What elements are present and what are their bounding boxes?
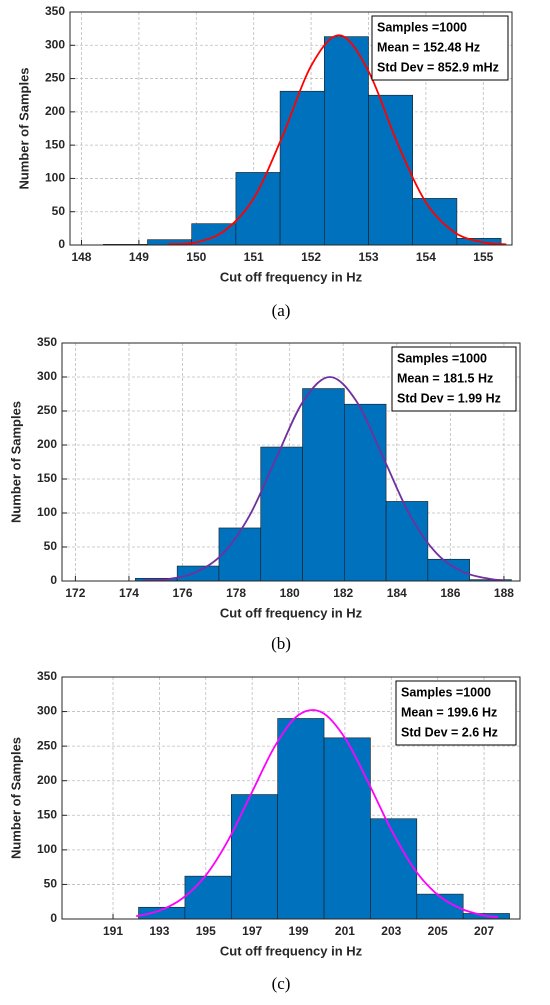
x-tick-label: 197 [242, 924, 262, 938]
y-tick-label: 150 [37, 807, 57, 821]
x-tick-label: 153 [358, 250, 378, 264]
y-tick-label: 200 [45, 104, 65, 118]
x-tick-label: 151 [244, 250, 264, 264]
y-tick-label: 250 [37, 738, 57, 752]
caption: (a) [272, 301, 291, 320]
bar [184, 875, 232, 920]
plot-frame [61, 676, 521, 920]
bar [343, 403, 387, 582]
y-tick-label: 300 [37, 704, 57, 718]
y-tick-label: 100 [37, 505, 57, 519]
annotation-box [371, 15, 509, 81]
y-tick-label: 200 [37, 773, 57, 787]
y-tick-label: 0 [50, 573, 57, 587]
bar [385, 501, 429, 582]
y-tick-label: 200 [37, 437, 57, 451]
annotation-box [395, 680, 517, 746]
bar [412, 198, 458, 246]
annotation: Mean = 152.48 Hz [377, 40, 480, 54]
x-tick-label: 178 [226, 586, 246, 600]
caption: (c) [272, 974, 291, 993]
x-axis-label: Cut off frequency in Hz [220, 605, 363, 620]
y-tick-label: 50 [52, 204, 66, 218]
y-tick-label: 100 [45, 171, 65, 185]
annotation: Std Dev = 2.6 Hz [401, 725, 498, 739]
plot-frame [61, 342, 521, 582]
annotation: Samples =1000 [401, 685, 491, 699]
x-tick-label: 203 [381, 924, 401, 938]
x-axis-label: Cut off frequency in Hz [220, 943, 363, 958]
y-tick-label: 100 [37, 842, 57, 856]
x-axis-label: Cut off frequency in Hz [220, 269, 363, 284]
fit-curve [167, 34, 507, 246]
annotation: Mean = 199.6 Hz [401, 705, 497, 719]
x-tick-label: 205 [428, 924, 448, 938]
bar [235, 172, 281, 246]
bar [323, 36, 369, 246]
x-tick-label: 195 [196, 924, 216, 938]
bar [277, 718, 325, 920]
annotation-box [391, 346, 517, 412]
x-tick-label: 154 [416, 250, 436, 264]
y-tick-label: 250 [37, 403, 57, 417]
bar [176, 565, 220, 582]
annotation: Mean = 181.5 Hz [397, 371, 493, 385]
y-axis-label: Number of Samples [8, 737, 23, 859]
x-tick-label: 184 [387, 586, 407, 600]
y-tick-label: 350 [37, 669, 57, 683]
x-tick-label: 180 [280, 586, 300, 600]
plot-frame [69, 11, 513, 246]
bar [368, 94, 413, 246]
x-tick-label: 186 [440, 586, 460, 600]
bar [427, 558, 470, 582]
annotation: Samples =1000 [377, 20, 467, 34]
y-tick-label: 50 [44, 539, 58, 553]
y-tick-label: 300 [45, 37, 65, 51]
y-tick-label: 350 [45, 4, 65, 18]
bar [323, 737, 371, 920]
annotation: Std Dev = 1.99 Hz [397, 391, 501, 405]
x-tick-label: 201 [335, 924, 355, 938]
x-tick-label: 188 [494, 586, 514, 600]
x-tick-label: 207 [474, 924, 494, 938]
bar [302, 388, 345, 582]
y-axis-label: Number of Samples [8, 401, 23, 523]
fit-curve [135, 709, 499, 918]
x-tick-label: 148 [71, 250, 91, 264]
bar [260, 446, 303, 582]
fit-curve [142, 376, 505, 582]
y-tick-label: 150 [37, 471, 57, 485]
x-tick-label: 155 [473, 250, 493, 264]
y-tick-label: 150 [45, 137, 65, 151]
x-tick-label: 182 [333, 586, 353, 600]
y-tick-label: 0 [50, 911, 57, 925]
y-tick-label: 0 [58, 237, 65, 251]
bar [279, 90, 325, 246]
x-tick-label: 174 [119, 586, 139, 600]
y-tick-label: 300 [37, 369, 57, 383]
y-tick-label: 50 [44, 877, 58, 891]
x-tick-label: 150 [186, 250, 206, 264]
x-tick-label: 193 [149, 924, 169, 938]
caption: (b) [271, 634, 291, 653]
annotation: Samples =1000 [397, 351, 487, 365]
y-tick-label: 250 [45, 71, 65, 85]
bar [218, 527, 262, 582]
x-tick-label: 149 [129, 250, 149, 264]
x-tick-label: 176 [173, 586, 193, 600]
y-tick-label: 350 [37, 335, 57, 349]
x-tick-label: 199 [289, 924, 309, 938]
x-tick-label: 152 [301, 250, 321, 264]
x-tick-label: 172 [65, 586, 85, 600]
annotation: Std Dev = 852.9 mHz [377, 60, 499, 74]
bar [230, 794, 278, 920]
y-axis-label: Number of Samples [16, 67, 31, 189]
x-tick-label: 191 [103, 924, 123, 938]
